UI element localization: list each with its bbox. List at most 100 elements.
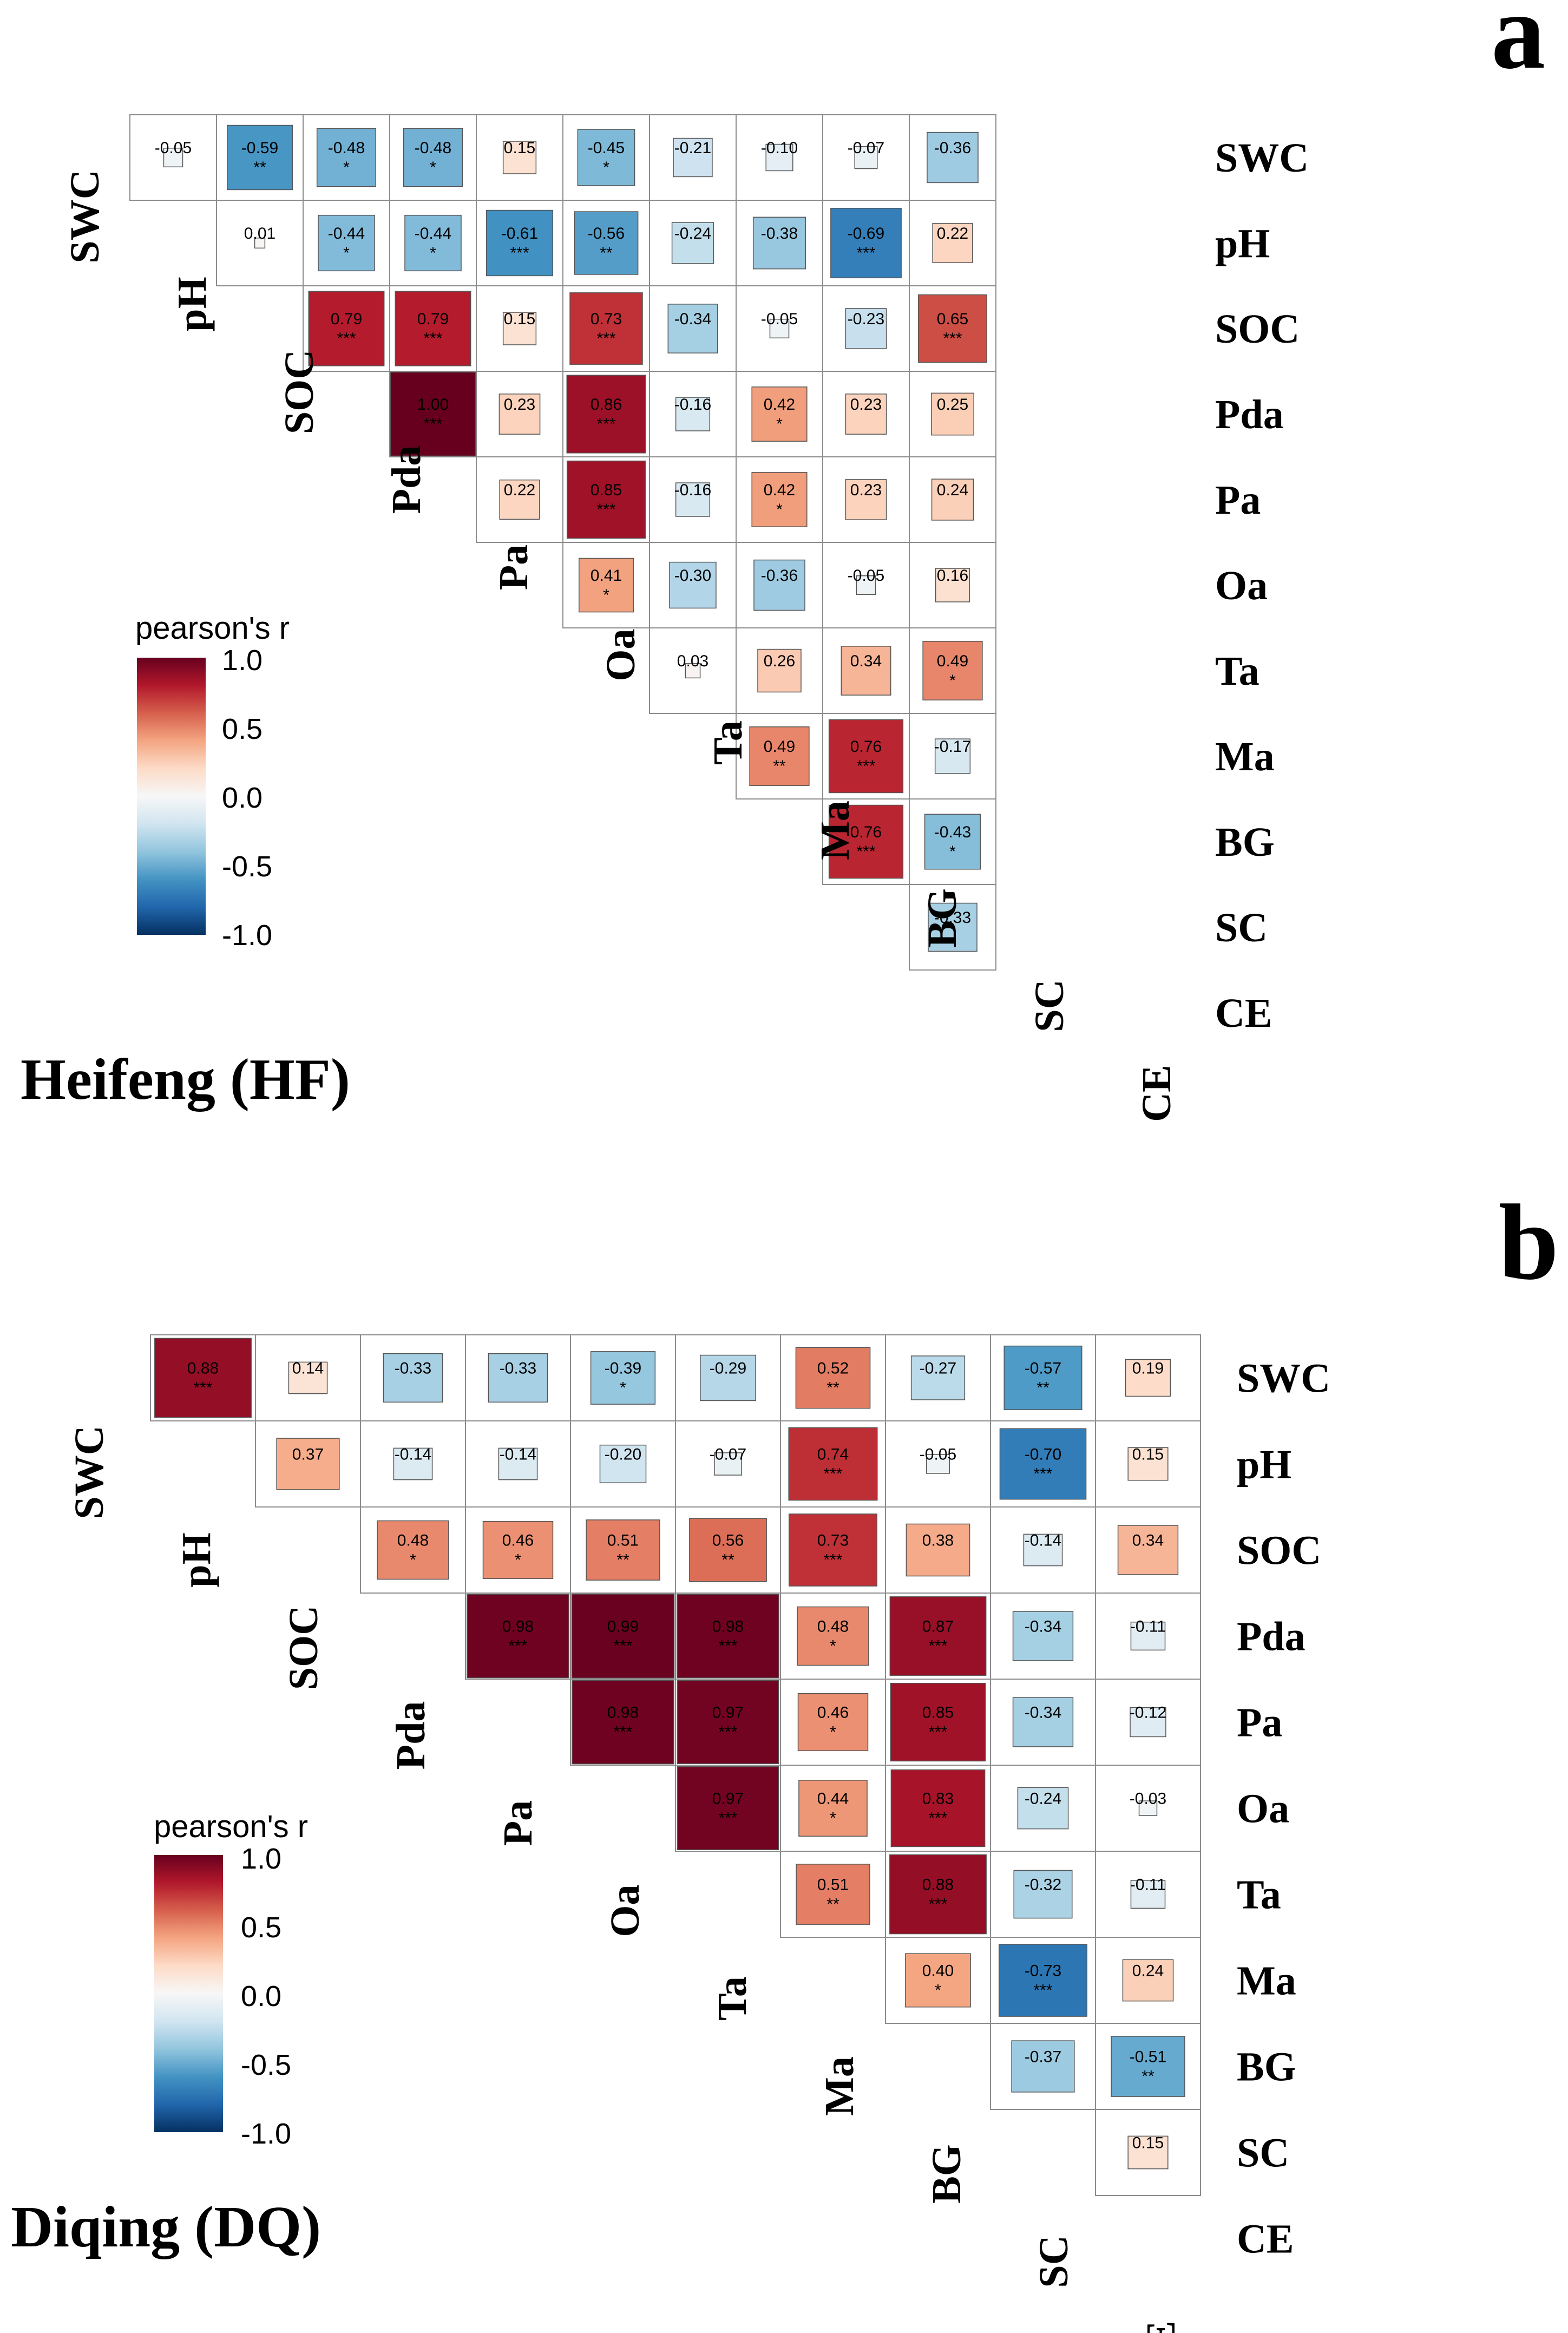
column-label: Pa — [495, 1800, 541, 1846]
legend-colorbar — [137, 658, 206, 935]
significance-marker: * — [430, 159, 436, 176]
correlation-square — [677, 1766, 779, 1850]
correlation-square — [931, 479, 974, 521]
significance-marker: * — [343, 159, 350, 176]
cell-value: -0.16 — [674, 396, 711, 414]
significance-marker: *** — [1033, 1465, 1052, 1483]
column-label: Ta — [710, 1976, 755, 2021]
cell-value: 0.74 — [817, 1446, 849, 1464]
cell-value: -0.30 — [674, 567, 711, 585]
row-label: Pa — [1215, 477, 1261, 523]
correlation-cell: 0.88 *** — [885, 1851, 991, 1938]
legend-title: pearson's r — [135, 611, 290, 646]
correlation-square — [830, 207, 902, 279]
column-label: CE — [1134, 1065, 1179, 1122]
correlation-cell: -0.11 — [1095, 1851, 1201, 1938]
correlation-square — [566, 375, 646, 454]
correlation-square — [1122, 1959, 1174, 2002]
correlation-cell: 0.23 — [476, 371, 563, 457]
cell-value: 0.51 — [817, 1876, 849, 1894]
cell-value: -0.21 — [674, 139, 711, 157]
cell-value: 0.42 — [764, 396, 795, 414]
cell-value: 0.51 — [607, 1532, 639, 1550]
correlation-square — [689, 1518, 767, 1582]
row-label: SC — [1237, 2131, 1289, 2176]
correlation-square — [751, 386, 808, 442]
legend-tick-label: 0.5 — [222, 713, 263, 745]
cell-value: -0.14 — [395, 1446, 431, 1464]
correlation-cell: -0.24 — [649, 200, 737, 286]
correlation-square — [677, 1594, 779, 1679]
row-label: CE — [1237, 2217, 1294, 2262]
legend-ticks: 1.0 0.5 0.0 -0.5 -1.0 — [222, 644, 272, 952]
correlation-square — [856, 575, 876, 595]
cell-value: 0.23 — [504, 396, 535, 414]
correlation-cell: 0.03 — [649, 627, 737, 714]
row-label: SC — [1215, 905, 1268, 951]
correlation-cell: -0.51 ** — [1095, 2023, 1201, 2110]
correlation-square — [845, 394, 887, 435]
correlation-cell: 0.46* — [780, 1679, 886, 1766]
panel-title: Diqing (DQ) — [11, 2195, 321, 2259]
column-label: SWC — [62, 169, 108, 263]
significance-marker: * — [515, 1551, 521, 1569]
cell-value: -0.39 — [605, 1360, 641, 1378]
row-label: SOC — [1215, 306, 1300, 352]
cell-value: 0.87 — [922, 1618, 954, 1636]
significance-marker: *** — [1033, 1982, 1052, 2000]
cell-value: -0.07 — [848, 139, 884, 157]
significance-marker: *** — [613, 1637, 632, 1655]
correlation-cell: 0.41* — [562, 542, 650, 628]
significance-marker: ** — [826, 1379, 839, 1397]
cell-value: -0.12 — [1130, 1704, 1166, 1722]
column-label: Pda — [384, 445, 429, 514]
correlation-square — [395, 291, 471, 366]
correlation-cell: 0.23 — [822, 456, 910, 543]
correlation-square — [318, 214, 375, 272]
cell-value: 0.38 — [922, 1532, 954, 1550]
cell-value: -0.56 — [588, 225, 625, 243]
correlation-cell: -0.11 — [1095, 1593, 1201, 1680]
correlation-cell: -0.24 — [990, 1765, 1096, 1852]
significance-marker: *** — [928, 1723, 947, 1741]
correlation-square — [403, 128, 463, 187]
correlation-square — [797, 1693, 869, 1752]
column-label: BG — [924, 2144, 969, 2204]
correlation-square — [467, 1594, 569, 1679]
correlation-cell: 0.14 — [255, 1334, 361, 1421]
correlation-square — [486, 209, 553, 277]
correlation-cell: 0.23 — [822, 371, 910, 457]
column-label: Oa — [598, 628, 644, 681]
cell-value: 0.98 — [607, 1704, 639, 1722]
correlation-cell: -0.23 — [822, 285, 910, 372]
significance-marker: *** — [508, 1637, 527, 1655]
cell-value: -0.43 — [934, 823, 971, 841]
correlation-square — [579, 558, 634, 613]
correlation-cell: -0.07 — [822, 114, 910, 201]
cell-value: -0.11 — [1130, 1618, 1166, 1636]
correlation-square — [798, 1780, 868, 1837]
correlation-cell: 0.15 — [1095, 1420, 1201, 1508]
correlation-cell: 0.40 * — [885, 1937, 991, 2024]
cell-value: 0.99 — [607, 1618, 639, 1636]
row-label: Pda — [1215, 392, 1284, 437]
cell-value: -0.07 — [710, 1446, 746, 1464]
cell-value: 0.15 — [504, 139, 535, 157]
cell-value: -0.05 — [920, 1446, 956, 1464]
significance-marker: ** — [721, 1551, 734, 1569]
significance-marker: *** — [193, 1379, 212, 1397]
significance-marker: * — [603, 586, 609, 604]
correlation-square — [498, 1447, 538, 1480]
correlation-square — [1138, 1800, 1158, 1816]
correlation-cell: -0.33 — [465, 1334, 571, 1421]
cell-value: 0.46 — [502, 1532, 534, 1550]
significance-marker: ** — [253, 159, 266, 176]
significance-marker: *** — [337, 330, 356, 348]
correlation-square — [1017, 1787, 1069, 1830]
correlation-cell: 0.16 — [909, 542, 996, 628]
cell-value: -0.24 — [1025, 1790, 1061, 1808]
correlation-square — [1130, 1879, 1166, 1909]
cell-value: -0.03 — [1130, 1790, 1166, 1808]
correlation-cell: 0.24 — [1095, 1937, 1201, 2024]
cell-value: -0.38 — [761, 225, 798, 243]
